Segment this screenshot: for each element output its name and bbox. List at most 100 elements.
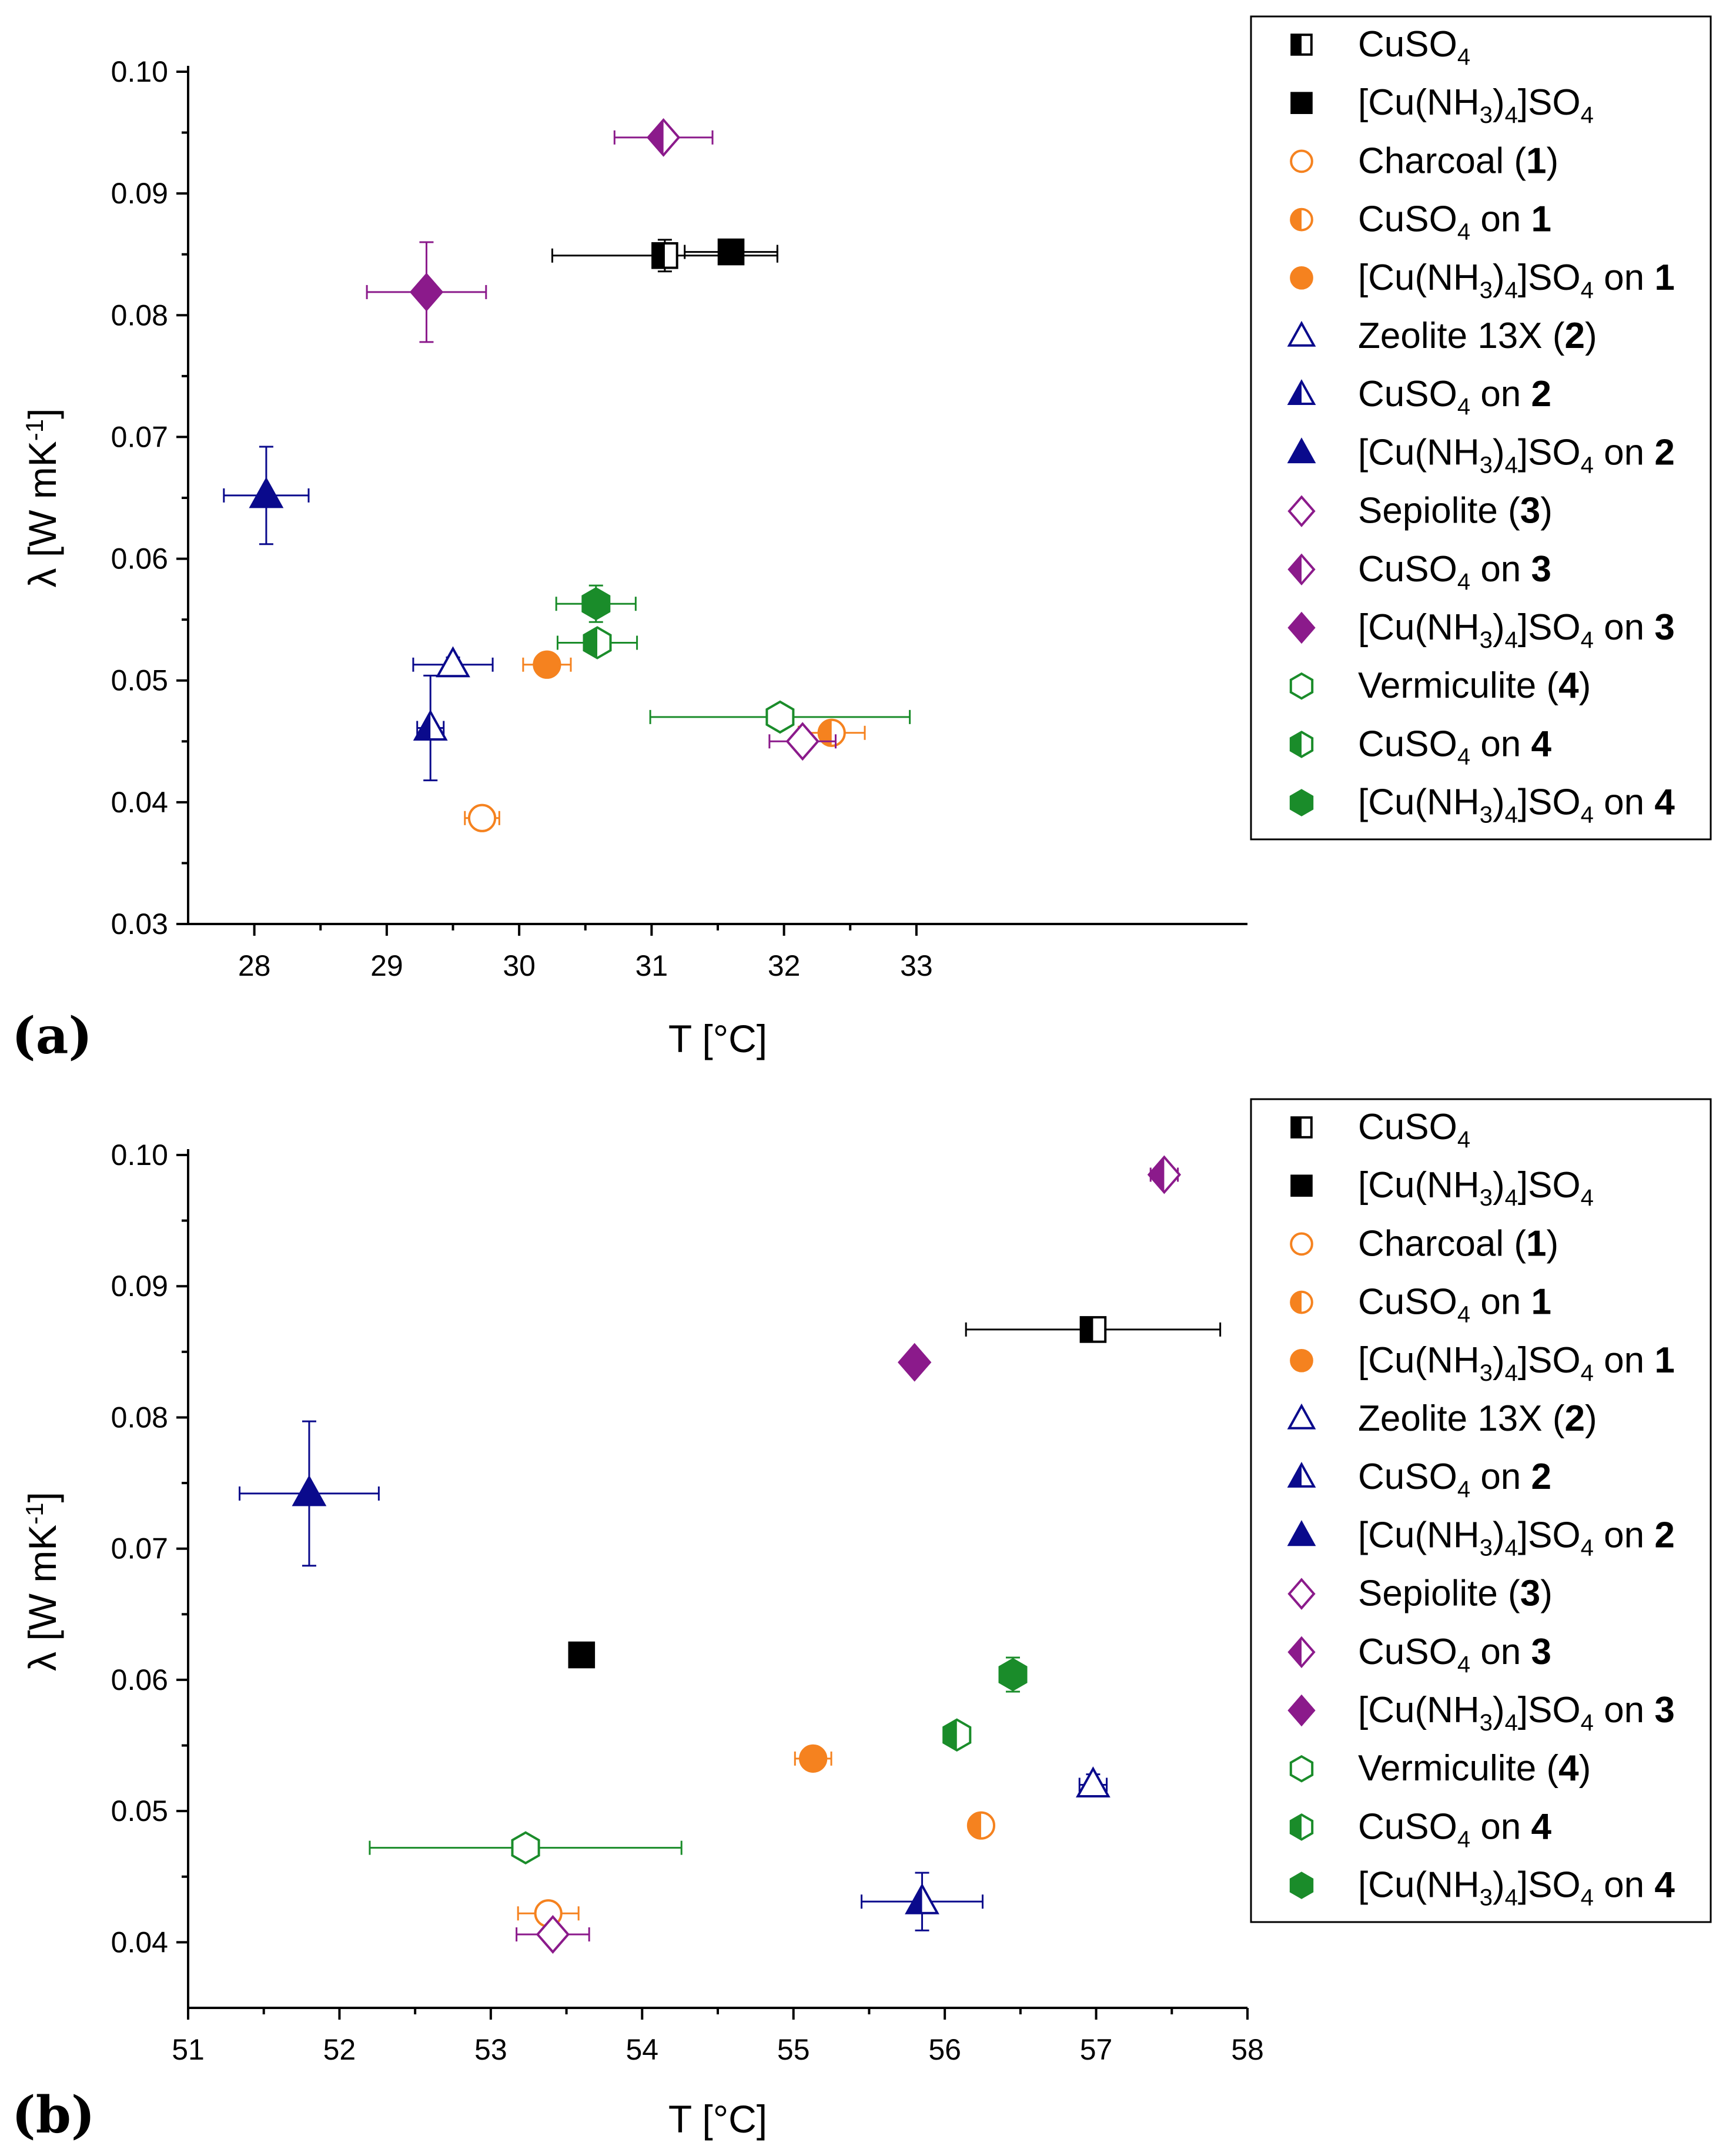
y-tick-label: 0.07 [111,1532,168,1565]
y-tick-label: 0.04 [111,786,168,819]
legend-marker-hexagon [1289,789,1314,816]
legend-item-sepiolite-3: Sepiolite (3) [1287,1574,1553,1614]
legend-item-cuso4-on-2: CuSO4 on 2 [1287,1457,1551,1502]
data-point-cuso4 [965,1316,1222,1343]
legend-marker-triangle [1287,379,1316,405]
marker-triangle [436,646,470,678]
data-point-cu-nh3-4-so4-on-1 [522,650,572,679]
legend-item-cuso4-on-3: CuSO4 on 3 [1287,549,1551,595]
legend-label: [Cu(NH3)4]SO4 on 1 [1358,1340,1675,1386]
y-tick-label: 0.03 [111,908,168,940]
legend-marker-triangle [1287,320,1316,347]
legend-item-charcoal-1: Charcoal (1) [1290,1223,1558,1264]
y-tick-label: 0.09 [111,1270,168,1303]
data-point-cu-nh3-4-so4-on-2 [223,446,310,545]
data-point-cuso4-on-1 [966,1811,996,1840]
legend-label: Sepiolite (3) [1358,1574,1553,1614]
data-point-cu-nh3-4-so4-on-2 [239,1420,380,1567]
legend-label: Zeolite 13X (2) [1358,316,1597,356]
x-axis-title: T [°C] [668,1017,767,1060]
data-point-cuso4-on-3 [613,118,714,157]
marker-diamond [785,722,819,761]
data-point-cu-nh3-4-so4 [568,1641,596,1669]
legend-marker-hexagon [1289,672,1314,700]
legend-item-charcoal-1: Charcoal (1) [1290,140,1558,181]
legend-marker-circle [1290,1290,1313,1314]
x-tick-label: 28 [238,949,271,982]
legend-marker-diamond [1287,1694,1316,1727]
y-tick-label: 0.07 [111,420,168,453]
marker-square [568,1641,596,1669]
legend-marker-circle [1290,266,1313,290]
y-tick-label: 0.09 [111,177,168,210]
y-axis-title: λ [W mK-1] [21,1492,64,1671]
legend-item-cuso4: CuSO4 [1290,1107,1470,1153]
legend-item-vermiculite-4: Vermiculite (4) [1289,665,1591,706]
x-tick-label: 31 [635,949,668,982]
legend-item-cu-nh3-4-so4-on-2: [Cu(NH3)4]SO4 on 2 [1287,432,1675,478]
legend-marker-square [1290,1174,1313,1197]
marker-square [1079,1316,1107,1343]
marker-square [717,238,745,266]
data-point-cu-nh3-4-so4-on-4 [998,1656,1028,1693]
legend-marker-hexagon [1289,1755,1314,1783]
legend-label: CuSO4 on 1 [1358,199,1551,245]
legend-label: [Cu(NH3)4]SO4 on 2 [1358,432,1675,478]
legend-label: CuSO4 on 2 [1358,374,1551,420]
y-tick-label: 0.10 [111,55,168,88]
data-point-cuso4-on-2 [413,674,448,782]
legend-label: CuSO4 on 4 [1358,724,1552,769]
legend-label: Vermiculite (4) [1358,665,1591,706]
marker-triangle [1076,1766,1110,1797]
legend-marker-diamond [1287,1636,1316,1669]
marker-triangle [413,709,448,741]
panel-b: 51 52 53 54 55 56 57 58 0.04 0.05 0.06 0.07 0.08 0.09… [12,1098,1712,2145]
data-point-sepiolite-3 [768,722,837,761]
legend-item-vermiculite-4: Vermiculite (4) [1289,1748,1591,1789]
legend-item-cu-nh3-4-so4-on-4: [Cu(NH3)4]SO4 on 4 [1289,1865,1675,1911]
legend-label: CuSO4 on 1 [1358,1282,1551,1328]
legend-marker-diamond [1287,553,1316,586]
x-tick-label: 58 [1231,2033,1264,2066]
legend-box [1250,15,1712,841]
legend-label: [Cu(NH3)4]SO4 on 2 [1358,1515,1675,1561]
legend-label: CuSO4 on 3 [1358,549,1551,595]
marker-hexagon [998,1658,1028,1692]
legend-item-sepiolite-3: Sepiolite (3) [1287,491,1553,531]
legend-marker-square [1290,1116,1313,1139]
legend-item-cuso4-on-1: CuSO4 on 1 [1290,1282,1551,1328]
marker-circle [533,650,561,679]
legend-item-cuso4-on-2: CuSO4 on 2 [1287,374,1551,420]
legend-item-cu-nh3-4-so4-on-4: [Cu(NH3)4]SO4 on 4 [1289,782,1675,828]
legend-marker-triangle [1287,437,1316,464]
legend-label: Vermiculite (4) [1358,1748,1591,1789]
legend-label: CuSO4 on 4 [1358,1806,1552,1852]
legend-label: [Cu(NH3)4]SO4 on 4 [1358,782,1675,828]
marker-circle [817,718,846,747]
legend-label: [Cu(NH3)4]SO4 on 4 [1358,1865,1675,1911]
y-tick-label: 0.10 [111,1139,168,1171]
legend-item-cuso4-on-1: CuSO4 on 1 [1290,199,1551,245]
x-tick-label: 52 [323,2033,356,2066]
marker-diamond [646,118,681,157]
data-point-sepiolite-3 [516,1915,590,1954]
x-tick-label: 30 [503,949,536,982]
data-point-zeolite-13x-2 [412,646,494,678]
marker-triangle [905,1883,939,1914]
legend-label: Zeolite 13X (2) [1358,1398,1597,1439]
y-tick-label: 0.05 [111,664,168,697]
y-tick-label: 0.08 [111,299,168,332]
marker-diamond [536,1915,570,1954]
x-tick-label: 55 [777,2033,810,2066]
marker-hexagon [942,1718,972,1752]
marker-hexagon [511,1831,540,1865]
data-point-cu-nh3-4-so4 [684,238,778,266]
legend-marker-diamond [1287,1578,1316,1610]
legend-marker-circle [1290,1348,1313,1372]
y-axis-title: λ [W mK-1] [21,408,64,587]
legend-item-cu-nh3-4-so4-on-3: [Cu(NH3)4]SO4 on 3 [1287,1690,1675,1736]
legend-marker-diamond [1287,611,1316,644]
legend-box [1250,1098,1712,1923]
x-tick-label: 29 [370,949,403,982]
